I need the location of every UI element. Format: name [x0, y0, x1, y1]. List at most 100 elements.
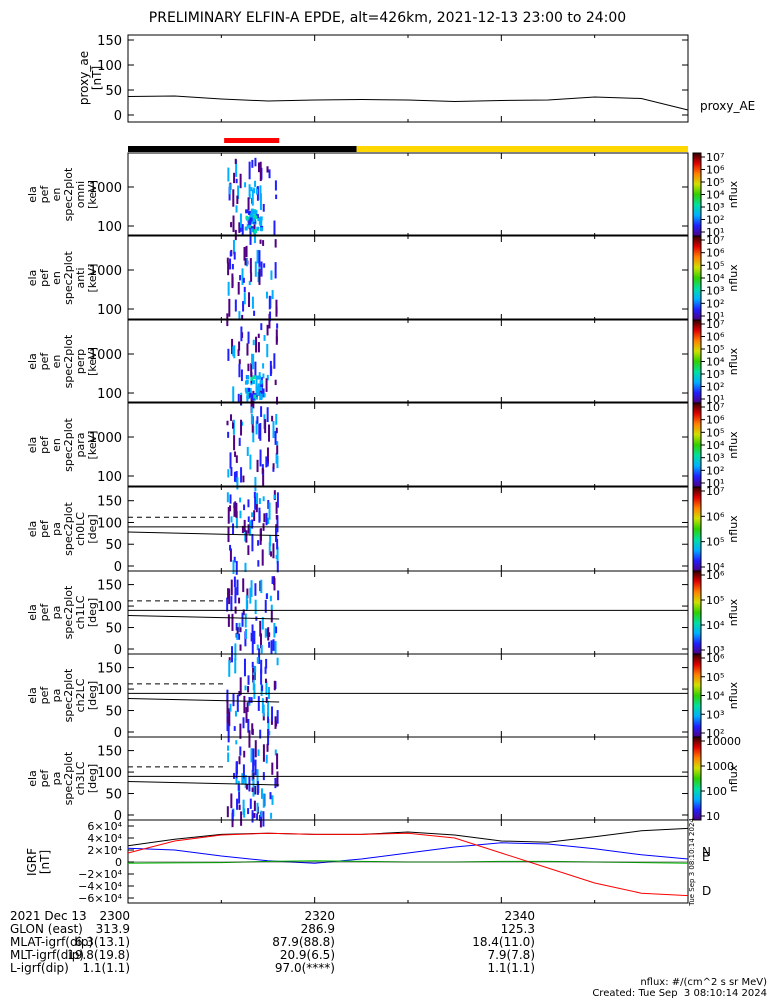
data-cell — [260, 383, 264, 388]
colorbar — [692, 570, 702, 655]
colorbar-tick-label: 10³ — [706, 368, 724, 381]
data-cell — [256, 781, 259, 795]
data-cell — [265, 681, 268, 696]
colorbar-tick-label: 10³ — [706, 452, 724, 465]
data-cell — [274, 777, 277, 789]
data-cell — [252, 675, 255, 680]
data-cell — [262, 203, 265, 212]
colorbar — [692, 653, 702, 738]
data-cell — [233, 345, 236, 359]
spec-panel-frame — [127, 402, 689, 488]
data-cell — [230, 793, 233, 809]
colorbar-tick-label: 10² — [706, 214, 724, 227]
data-cell — [256, 813, 259, 820]
data-cell — [240, 326, 243, 342]
panel-ylabel: spec2plot — [62, 751, 75, 805]
y-tick-label: −4×10⁴ — [78, 880, 122, 893]
data-cell — [253, 812, 256, 818]
colorbar-label: nflux — [727, 180, 740, 208]
panel-ylabel: [keV] — [86, 347, 99, 376]
data-cell — [241, 314, 244, 320]
data-cell — [259, 396, 263, 401]
data-cell — [268, 169, 271, 179]
colorbar-tick-label: 10⁵ — [706, 426, 724, 439]
colorbar-tick-label: 10⁴ — [706, 189, 725, 202]
data-cell — [245, 595, 248, 611]
colorbar-tick-label: 10⁶ — [706, 331, 725, 344]
panel-ylabel: ch3LC — [74, 761, 87, 795]
panel-ylabel: pef — [38, 769, 51, 788]
data-cell — [226, 806, 229, 818]
y-tick-label: 0 — [114, 643, 122, 658]
data-cell — [235, 511, 238, 529]
colorbar-tick-label: 10³ — [706, 644, 724, 657]
panel-ylabel: pa — [50, 606, 63, 620]
data-cell — [250, 228, 254, 233]
footer-row-value: 286.9 — [300, 922, 335, 936]
data-cell — [251, 296, 254, 309]
data-cell — [251, 380, 255, 385]
footer-row-label: GLON (east) — [10, 922, 83, 936]
data-cell — [264, 666, 267, 674]
data-cell — [274, 379, 277, 386]
data-cell — [247, 499, 250, 508]
loss-cone-solid — [127, 531, 280, 537]
panel-ylabel: en — [50, 188, 63, 202]
data-cell — [253, 394, 257, 399]
data-cell — [262, 704, 265, 717]
data-cell — [241, 421, 244, 426]
data-cell — [234, 299, 237, 312]
data-cell — [265, 658, 268, 669]
status-bar-black — [128, 146, 357, 152]
colorbar-tick-label: 10⁶ — [706, 164, 725, 177]
panel-ylabel: ela — [26, 353, 39, 370]
data-cell — [238, 311, 241, 319]
spec-panel-frame — [127, 736, 689, 821]
data-cell — [273, 494, 276, 500]
panel-ylabel: spec2plot — [62, 251, 75, 305]
footer-row-value: 6.3(13.1) — [74, 935, 130, 949]
data-cell — [269, 595, 272, 602]
panel-ylabel: pef — [38, 519, 51, 538]
footer-row-value: 97.0(****) — [274, 961, 335, 975]
panel-ylabel: ela — [26, 521, 39, 538]
data-cell — [252, 425, 255, 443]
colorbar-tick-label: 10 — [706, 810, 720, 823]
data-cell — [259, 814, 262, 822]
data-cell — [259, 217, 263, 222]
data-cell — [275, 626, 278, 634]
data-cell — [244, 774, 247, 789]
data-cell — [250, 272, 253, 282]
data-cell — [240, 395, 243, 406]
panel-ylabel: ela — [26, 270, 39, 287]
colorbar-tick-label: 10⁵ — [706, 671, 724, 684]
colorbar-tick-label: 10⁴ — [706, 619, 725, 632]
data-cell — [257, 540, 260, 546]
data-cell — [252, 339, 255, 346]
igrf-d-line — [127, 832, 689, 897]
footer-row-value: 1.1(1.1) — [82, 961, 130, 975]
data-cell — [259, 185, 262, 200]
data-cell — [274, 641, 277, 654]
data-cell — [256, 391, 260, 396]
data-cell — [269, 311, 272, 322]
data-cell — [259, 239, 262, 244]
data-cell — [235, 622, 238, 631]
data-cell — [260, 810, 263, 817]
data-cell — [260, 528, 263, 541]
data-cell — [253, 683, 256, 699]
loss-cone-solid — [127, 615, 280, 620]
data-cell — [238, 359, 241, 365]
data-cell — [236, 627, 239, 635]
data-cell — [274, 716, 277, 729]
data-cell — [252, 672, 255, 691]
panel-ylabel: ela — [26, 186, 39, 203]
data-cell — [243, 292, 246, 305]
data-cell — [266, 407, 269, 423]
data-cell — [261, 617, 264, 630]
data-cell — [252, 748, 255, 766]
data-cell — [244, 387, 248, 392]
data-cell — [232, 422, 235, 429]
igrf-legend-e: E — [702, 850, 710, 864]
data-cell — [270, 640, 273, 655]
